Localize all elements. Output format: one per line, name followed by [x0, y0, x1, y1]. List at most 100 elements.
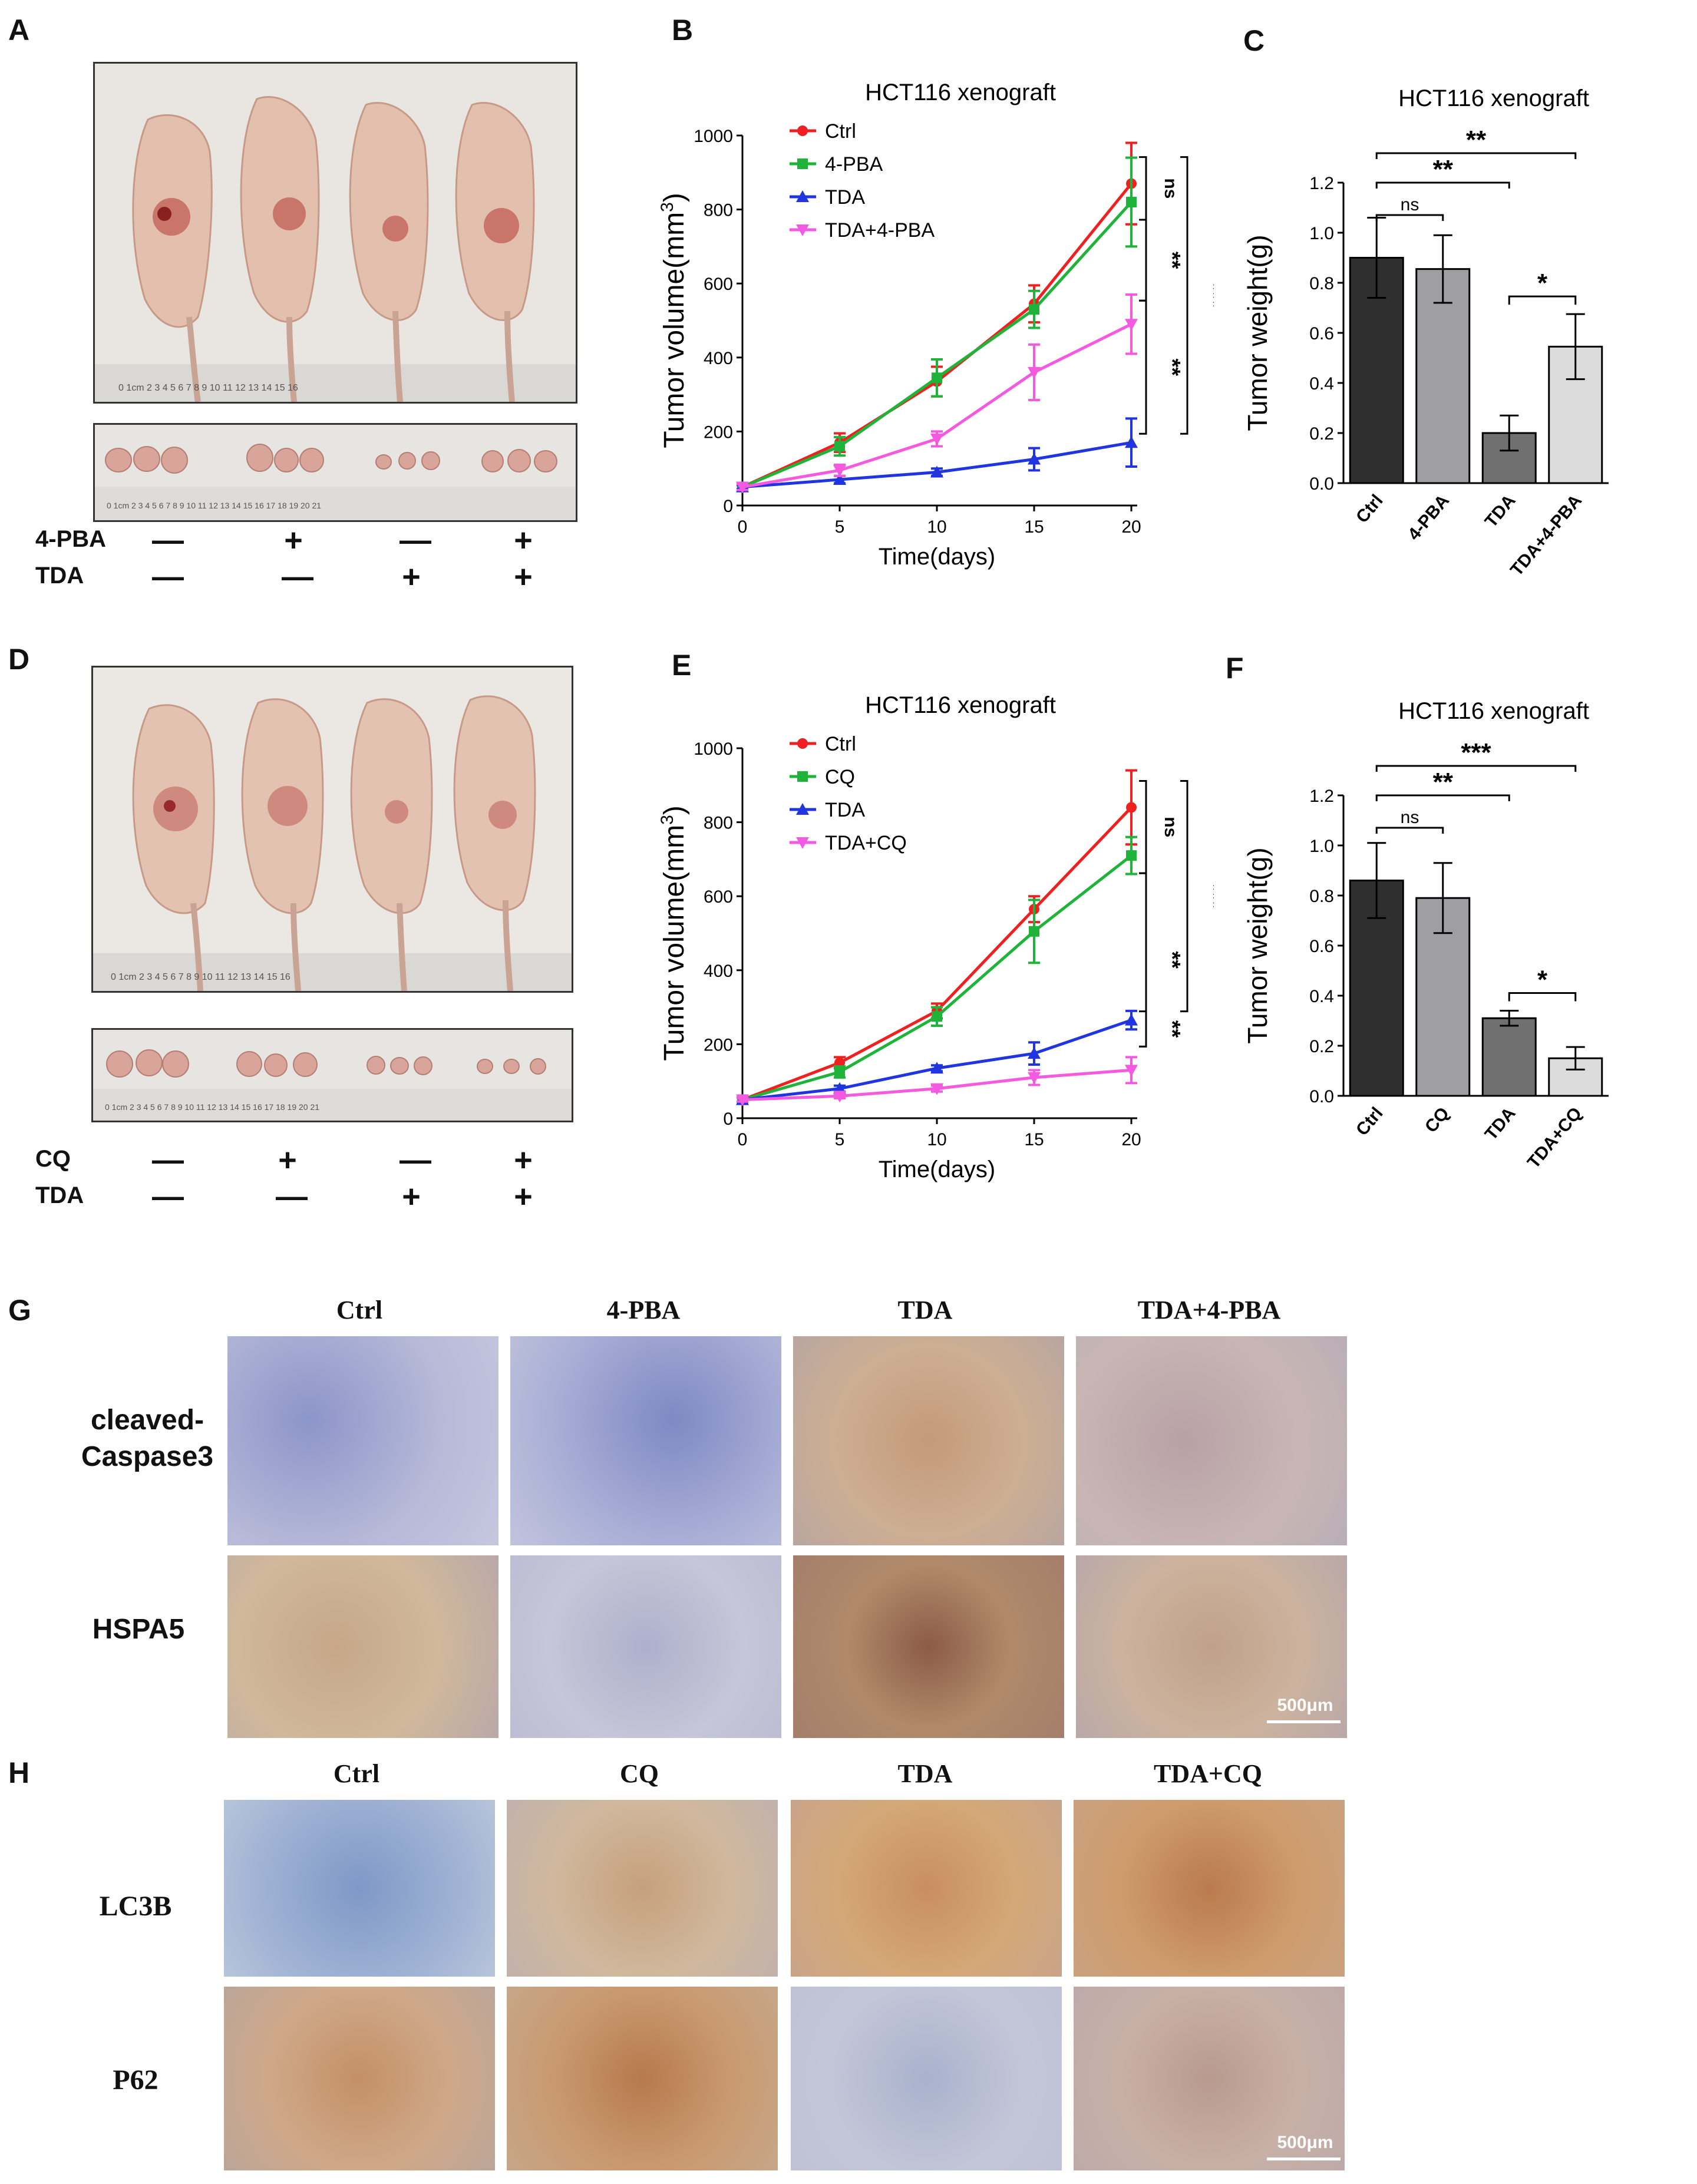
sig-upper-bracket: [1139, 872, 1147, 1048]
treat-sign: —: [400, 523, 431, 558]
y-tick-label: 0.2: [1309, 424, 1334, 444]
svg-text:0 1cm 2 3 4 5 6 7 8 9: 0 1cm 2 3 4 5 6 7 8 9 10 11 12 13 14 15 …: [111, 972, 290, 982]
scale-label-g: 500μm: [1277, 1696, 1333, 1715]
x-tick-label: 10: [927, 1130, 946, 1149]
data-point: [796, 224, 809, 236]
y-axis-label: Tumor weight(g): [1242, 847, 1273, 1043]
sig-ns-label: ns: [1161, 178, 1180, 199]
x-tick-label: 0: [738, 1130, 748, 1149]
series-line: [742, 806, 1133, 1101]
panel-label-a: A: [8, 14, 30, 47]
x-tick-label: 15: [1024, 517, 1044, 537]
sig-upper-label: **: [1160, 252, 1184, 269]
tumor-weight-chart-f: HCT116 xenograft 0.0 0.2 0.4 0.6 0.8 1.0 1.2 Tum…: [1242, 698, 1609, 1172]
data-point: [1126, 850, 1137, 861]
chart-title: HCT116 xenograft: [1398, 85, 1589, 111]
treat-sign: —: [152, 1179, 184, 1214]
data-point: [1029, 304, 1039, 315]
panel-label-e: E: [672, 649, 692, 682]
legend-label: TDA: [825, 799, 865, 821]
data-point: [797, 125, 808, 136]
ihc-g-col-drug: 4-PBA: [606, 1296, 681, 1324]
y-axis-label: Tumor volume(mm3): [660, 193, 690, 448]
data-point: [1029, 926, 1039, 937]
sig-ns-label: ns: [1401, 808, 1419, 827]
svg-text:0 1cm 2 3 4 5 6 7 8 9: 0 1cm 2 3 4 5 6 7 8 9 10 11 12 13 14 15 …: [118, 383, 298, 393]
y-tick-label: 0.0: [1309, 474, 1334, 494]
legend-label: TDA+4-PBA: [825, 219, 935, 242]
sig-ns-bracket: [1375, 214, 1444, 221]
x-tick-label: 10: [927, 517, 946, 537]
data-point: [796, 837, 809, 849]
data-point: [833, 1091, 846, 1103]
data-point: [932, 372, 942, 384]
data-point: [1028, 452, 1041, 465]
sig-combo-label: **: [1466, 125, 1487, 154]
y-tick-label: 0.6: [1309, 937, 1334, 956]
sig-combo-label: ***: [1461, 738, 1491, 767]
y-tick-label: 1.0: [1309, 837, 1334, 856]
y-tick-label: 600: [704, 275, 733, 294]
data-point: [833, 473, 846, 485]
x-tick-label: 5: [835, 1130, 845, 1149]
ihc-h-col-drug: CQ: [620, 1759, 659, 1788]
panel-label-b: B: [672, 14, 694, 47]
sig-lower-bracket: [1139, 1010, 1147, 1048]
y-tick-label: 0.8: [1309, 887, 1334, 906]
ihc-g-col-tda: TDA: [897, 1296, 953, 1324]
data-point: [932, 1011, 942, 1022]
tda-label-d: TDA: [35, 1182, 84, 1208]
ihc-g-row-caspase3: cleaved- Caspase3: [81, 1405, 214, 1472]
x-tick-label: 5: [835, 517, 845, 537]
drug-label-d: CQ: [35, 1146, 71, 1172]
treat-sign: —: [400, 1142, 431, 1178]
ihc-tile: [1076, 1336, 1347, 1545]
y-tick-label: 200: [704, 422, 733, 442]
legend-label: CQ: [825, 766, 855, 788]
y-tick-label: 1.2: [1309, 174, 1334, 193]
y-tick-label: 800: [704, 201, 733, 220]
x-tick-label: Ctrl: [1352, 1103, 1386, 1139]
data-point: [930, 1062, 943, 1074]
data-point: [1126, 197, 1137, 208]
data-point: [1028, 1047, 1041, 1059]
ihc-tile: [791, 1800, 1062, 1977]
tumors-photo-d: 0 1cm 2 3 4 5 6 7 8 9 10 11 12 13 14 15 …: [91, 1028, 573, 1122]
mice-photo-d: 0 1cm 2 3 4 5 6 7 8 9 10 11 12 13 14 15 …: [91, 666, 573, 993]
y-tick-label: 0: [723, 497, 733, 516]
sig-tda-combo-bracket: [1508, 992, 1577, 1002]
ihc-tile: [793, 1336, 1064, 1545]
data-point: [930, 433, 943, 445]
y-tick-label: 1000: [694, 739, 733, 759]
data-point: [1125, 436, 1138, 448]
y-tick-label: 0: [723, 1109, 733, 1129]
sig-ns-bracket: [1139, 779, 1147, 874]
y-tick-label: 1.0: [1309, 224, 1334, 243]
sig-tda-combo-label: *: [1537, 966, 1548, 994]
ihc-h-col-tda: TDA: [897, 1759, 953, 1788]
sig-lower-label: **: [1160, 358, 1184, 376]
bar: [1349, 257, 1404, 484]
ihc-tile: [1074, 1987, 1345, 2170]
ihc-tile: [791, 1987, 1062, 2170]
treat-sign: +: [514, 523, 533, 558]
sig-lower-bracket: [1139, 299, 1147, 435]
sig-tda-label: **: [1433, 155, 1454, 184]
treat-sign: —: [152, 1142, 184, 1178]
data-point: [930, 1083, 943, 1095]
ihc-h-col-ctrl: Ctrl: [333, 1759, 380, 1788]
ihc-h-col-combo: TDA+CQ: [1154, 1759, 1262, 1788]
data-point: [833, 465, 846, 477]
sig-combo-bracket: [1375, 152, 1577, 159]
treat-sign: —: [282, 559, 313, 594]
data-point: [797, 771, 808, 782]
x-tick-label: TDA: [1481, 491, 1520, 531]
sig-tda-combo-bracket: [1508, 295, 1577, 305]
y-tick-label: 1000: [694, 127, 733, 146]
x-tick-label: 15: [1024, 1130, 1044, 1149]
treat-sign: —: [276, 1179, 308, 1214]
ihc-tile: [1074, 1800, 1345, 1977]
ihc-h-row-lc3b: LC3B: [99, 1891, 172, 1922]
treat-sign: —: [152, 523, 184, 558]
y-axis-label: Tumor weight(g): [1242, 234, 1273, 431]
